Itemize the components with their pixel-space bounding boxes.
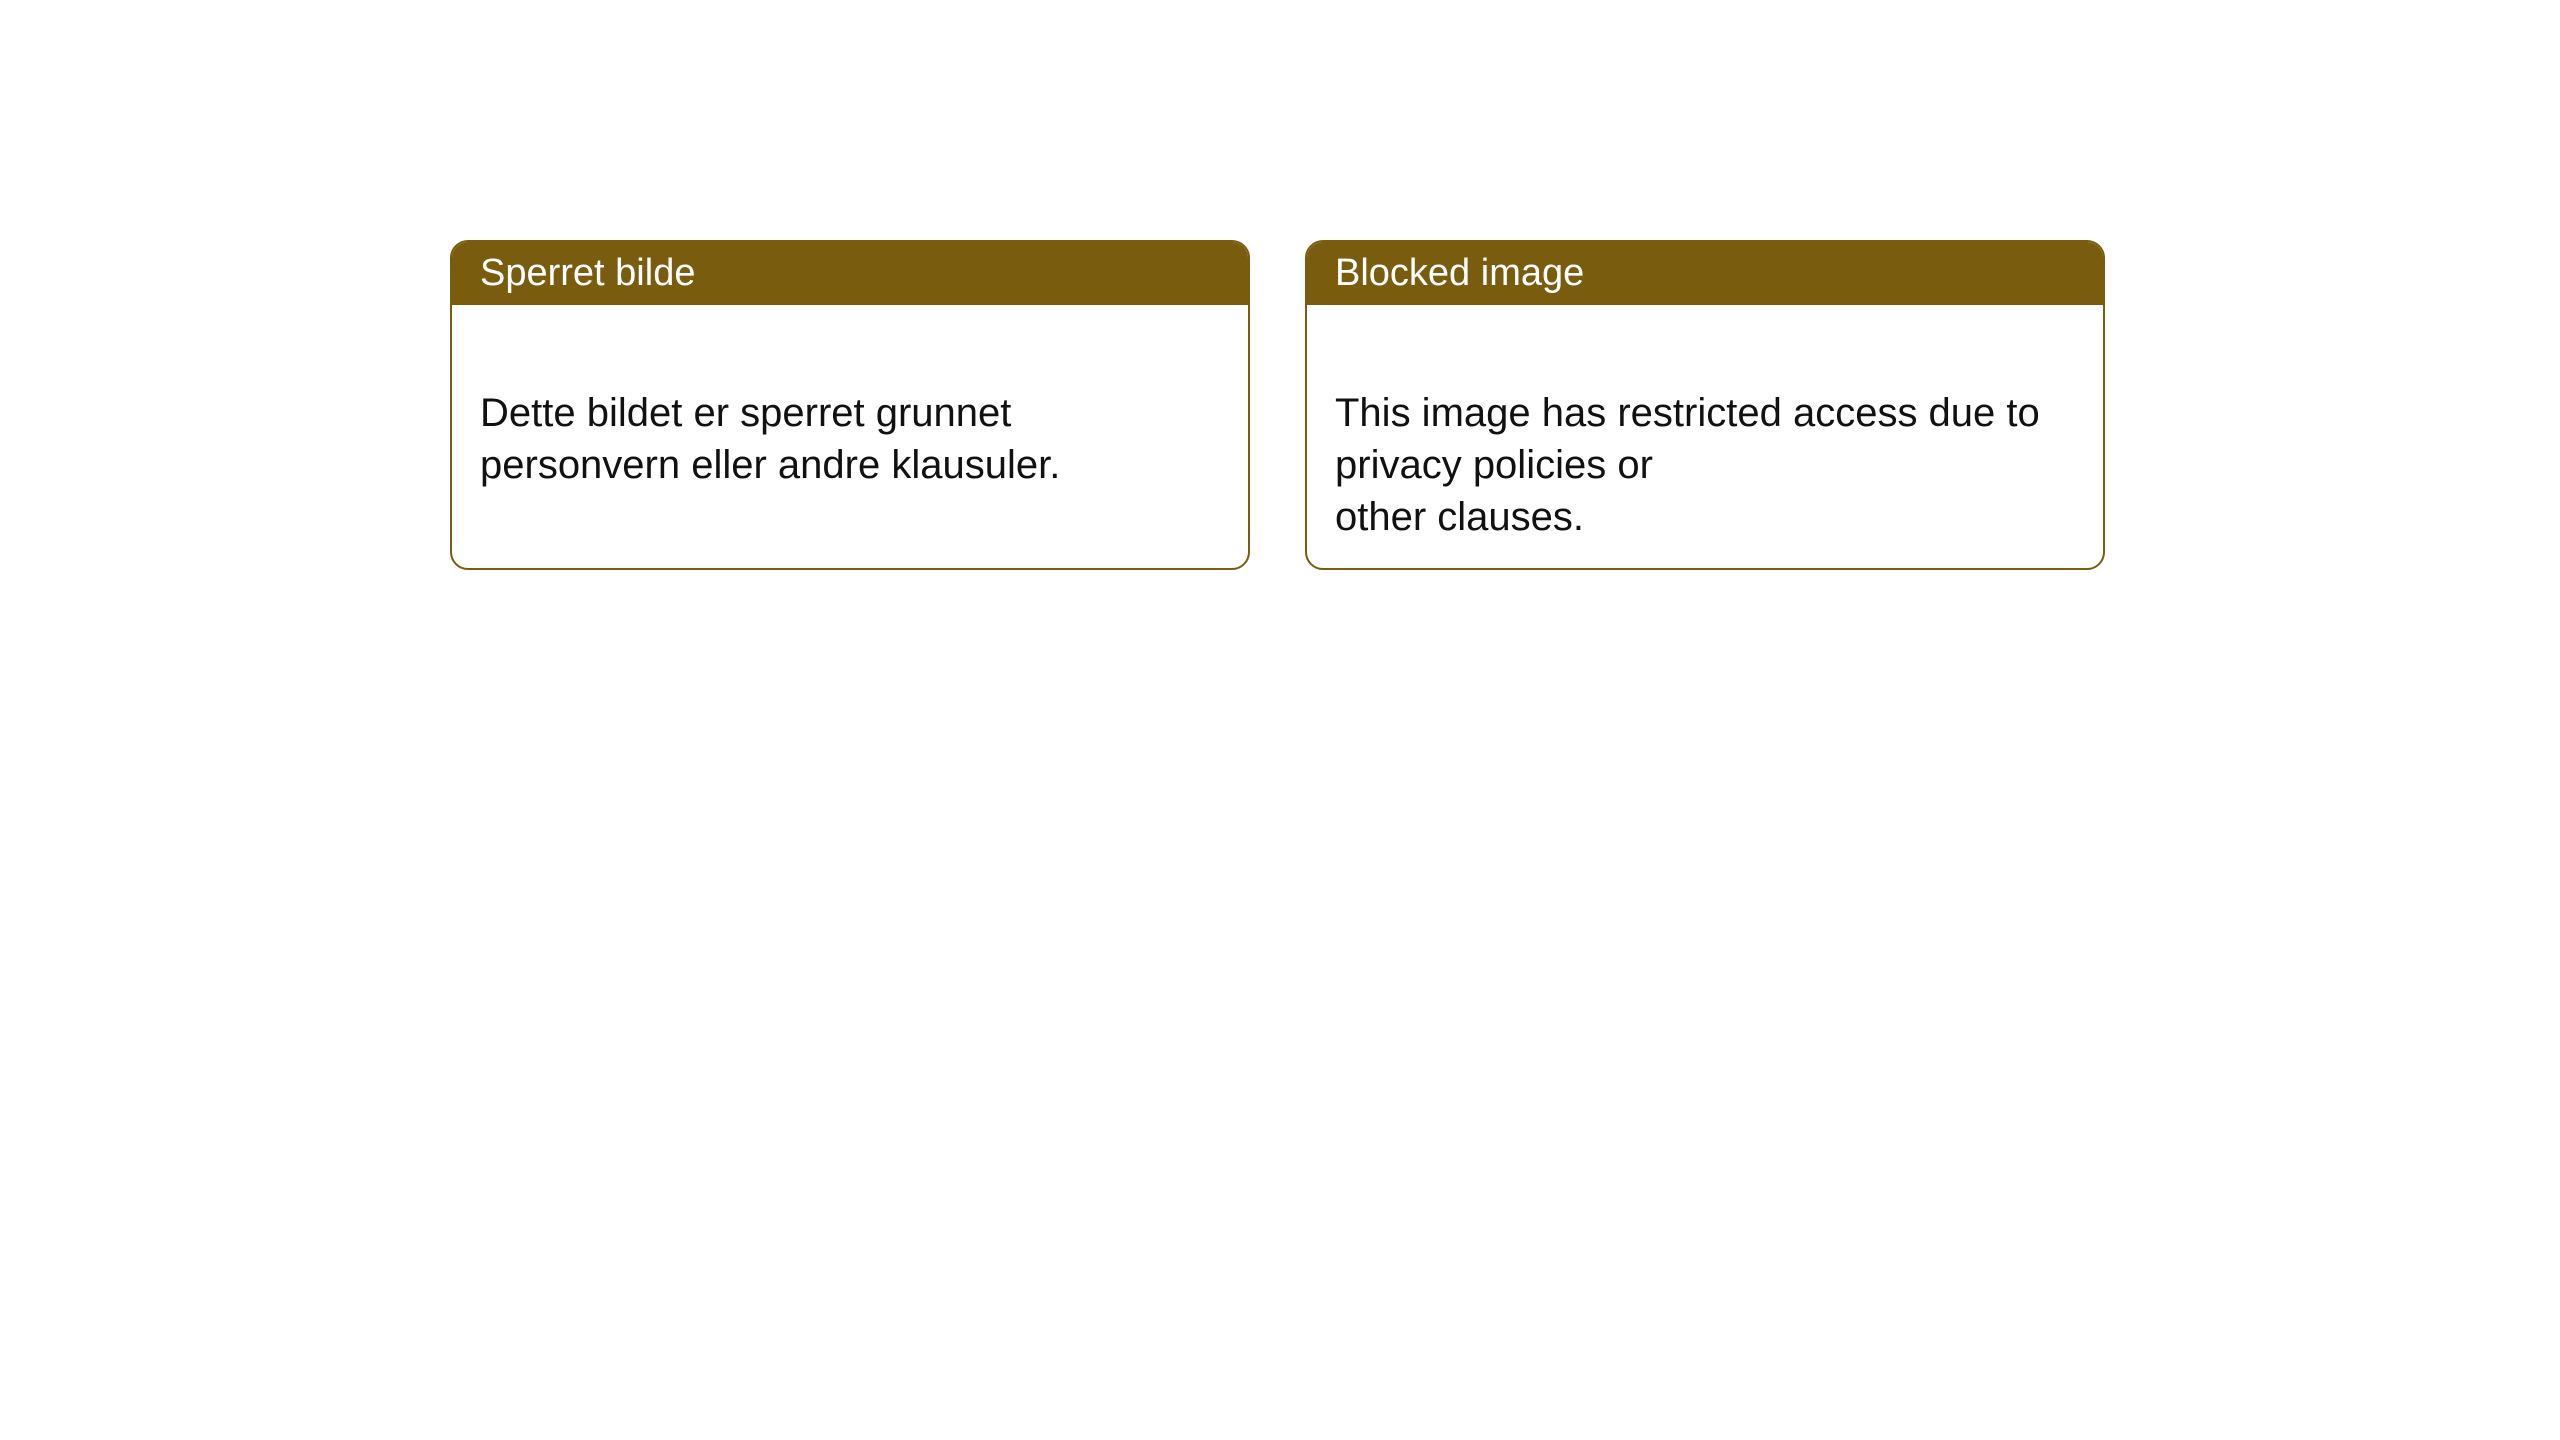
card-title: Blocked image	[1335, 252, 1584, 294]
card-body: Dette bildet er sperret grunnet personve…	[452, 305, 1248, 521]
blocked-image-card-no: Sperret bilde Dette bildet er sperret gr…	[450, 240, 1250, 570]
card-row: Sperret bilde Dette bildet er sperret gr…	[0, 0, 2560, 570]
card-header: Sperret bilde	[452, 242, 1248, 305]
card-body-text: This image has restricted access due to …	[1335, 391, 2040, 539]
card-header: Blocked image	[1307, 242, 2103, 305]
card-body: This image has restricted access due to …	[1307, 305, 2103, 570]
card-body-text: Dette bildet er sperret grunnet personve…	[480, 391, 1060, 487]
card-title: Sperret bilde	[480, 252, 695, 294]
blocked-image-card-en: Blocked image This image has restricted …	[1305, 240, 2105, 570]
